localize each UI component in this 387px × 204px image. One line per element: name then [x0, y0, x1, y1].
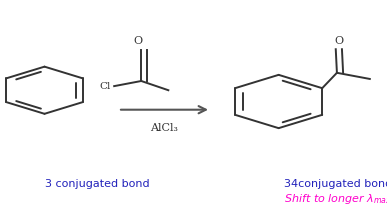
- Text: Shift to longer $\lambda_{max}$: Shift to longer $\lambda_{max}$: [284, 191, 387, 204]
- Text: 34conjugated bond: 34conjugated bond: [284, 178, 387, 188]
- Text: AlCl₃: AlCl₃: [151, 122, 178, 132]
- Text: Cl: Cl: [100, 81, 111, 90]
- Text: O: O: [334, 36, 343, 46]
- Text: 3 conjugated bond: 3 conjugated bond: [45, 178, 149, 188]
- Text: O: O: [134, 36, 143, 46]
